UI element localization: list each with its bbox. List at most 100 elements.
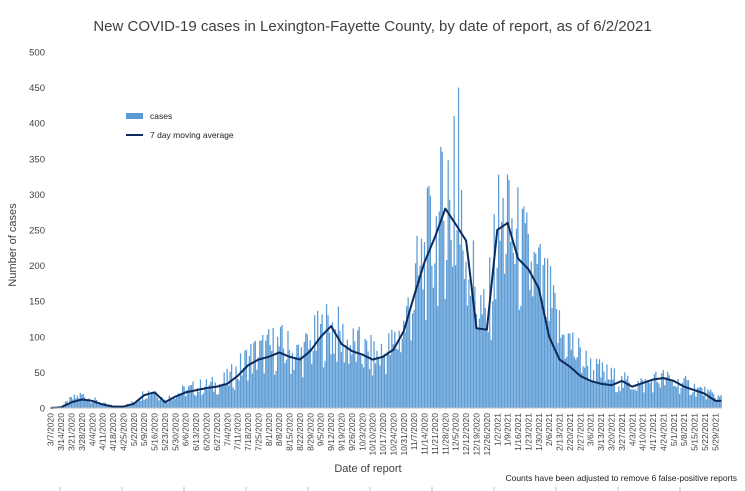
bar [370,334,372,408]
x-tick-label: 8/22/2020 [295,413,305,451]
bar [606,364,608,408]
bar [518,309,521,408]
bar [156,397,159,408]
bar [435,216,437,408]
x-tick-label: 4/11/2020 [98,413,108,450]
bar [631,389,633,408]
bar [272,328,274,408]
bar [228,385,230,408]
bar [125,406,127,408]
bar [180,392,182,408]
bar [613,368,615,408]
bar [410,340,412,408]
y-axis-label: Number of cases [7,203,19,287]
bar [133,402,135,408]
bar [555,309,558,408]
bar [643,392,645,408]
bar [446,259,448,408]
bar [284,363,286,408]
bar [677,378,679,408]
bar [704,386,706,408]
bar [548,320,550,408]
bar [137,401,139,408]
bar [333,353,335,408]
bar [300,347,302,408]
bar [90,402,92,408]
bar [263,373,265,408]
bar [342,323,344,408]
bar [183,386,185,408]
bar [241,375,243,408]
bar [576,357,578,408]
bar [357,330,359,408]
bar [150,392,153,408]
x-tick-label: 7/11/2020 [233,413,243,450]
bar [503,273,506,408]
bar [480,295,482,408]
bar [581,372,583,408]
bar [417,275,420,408]
bar [334,329,337,408]
bar [340,352,343,408]
bar [463,279,466,408]
bar [616,392,618,408]
y-tick-label: 400 [29,119,45,130]
bar [687,380,690,408]
y-tick-label: 250 [29,226,45,237]
bar [713,394,715,408]
bar [279,327,282,408]
bar [325,304,328,408]
bar [579,347,581,408]
bar [563,334,565,408]
bar [205,379,208,408]
bar [193,394,196,408]
x-tick-label: 6/6/2020 [181,413,191,446]
bar [444,299,446,408]
bar [360,355,362,408]
bar [144,398,147,408]
bar [471,291,473,408]
bar [95,399,98,408]
y-tick-label: 150 [29,297,45,308]
bar [265,340,267,408]
bar [285,359,288,408]
bar [411,313,414,408]
bar [668,375,670,408]
bar [582,366,584,408]
bar [440,146,442,408]
bar [573,356,575,408]
bar [98,402,101,408]
bar [343,362,345,408]
bar [487,332,489,408]
bar [299,356,301,408]
bar [365,340,368,408]
bar [251,373,254,408]
bar [302,377,304,408]
bar [363,367,365,408]
bar [88,398,90,408]
bar [248,355,251,408]
bar [707,389,709,408]
bar [632,389,635,408]
bar [681,382,684,408]
bar [505,253,507,408]
bar [355,361,357,408]
x-tick-label: 8/29/2020 [305,413,315,451]
bar [176,394,178,408]
bar [502,197,504,408]
bar [468,279,470,408]
x-tick-label: 10/24/2020 [388,413,398,456]
bar [379,365,381,408]
bar [290,373,292,408]
x-tick-label: 1/23/2021 [523,413,533,451]
bar [640,378,642,408]
bar [173,397,175,408]
x-tick-label: 5/9/2020 [139,413,149,446]
bar [696,387,699,408]
x-tick-label: 7/25/2020 [253,413,263,451]
bar [472,240,475,408]
bar [644,379,647,408]
x-tick-label: 10/3/2020 [357,413,367,451]
bar [600,377,602,408]
bar [208,384,210,408]
